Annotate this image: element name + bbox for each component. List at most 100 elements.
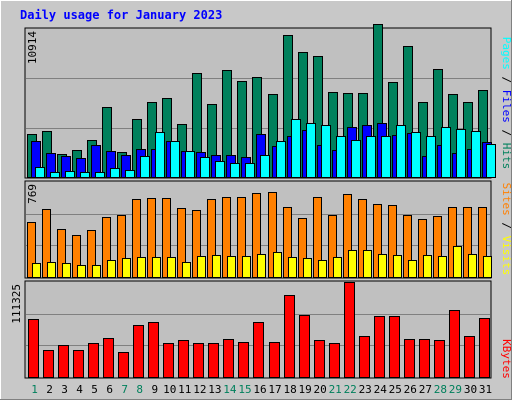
bar-sites-day-2 [47,262,56,278]
bar-visits-day-22 [343,194,352,278]
bar-sites-day-1 [32,263,41,278]
legend-kbytes: KBytes [500,339,512,379]
bar-kbytes-day-25 [389,316,400,378]
bar-sites-day-22 [348,250,357,278]
legend-files: Files [500,90,512,123]
bar-visits-day-13 [207,199,216,278]
day-label-30: 30 [464,383,477,396]
bar-kbytes-day-13 [208,343,219,378]
bar-visits-day-18 [283,207,292,278]
bar-pages-day-11 [185,151,195,178]
hits-files-pages-panel: 10914 Pages / Files / Hits [24,24,512,179]
bar-pages-day-9 [155,132,165,178]
bar-pages-day-15 [245,163,255,178]
legend-sites: Sites [500,183,512,216]
bar-sites-day-11 [182,262,191,278]
day-label-26: 26 [404,383,417,396]
bar-pages-day-26 [411,132,421,178]
legend-separator: / [500,216,512,236]
day-label-18: 18 [283,383,296,396]
bar-sites-day-25 [393,255,402,278]
panel-2-legend: Sites / Visits [500,183,512,276]
bar-kbytes-day-8 [133,325,144,378]
bar-visits-day-14 [222,197,231,278]
day-label-1: 1 [31,383,38,396]
bar-visits-day-24 [373,204,382,278]
bar-kbytes-day-14 [223,339,234,378]
visits-sites-panel: 769 Sites / Visits [24,180,512,279]
legend-separator: / [500,70,512,90]
bar-kbytes-day-9 [148,322,159,378]
bar-kbytes-day-26 [404,339,415,378]
bar-pages-day-14 [230,163,240,178]
bar-kbytes-day-24 [374,316,385,378]
day-label-8: 8 [136,383,143,396]
bar-sites-day-30 [468,254,477,278]
day-label-11: 11 [178,383,191,396]
bar-visits-day-2 [42,209,51,278]
day-label-28: 28 [434,383,447,396]
day-label-27: 27 [419,383,432,396]
panel-1-bars [27,24,496,178]
bar-kbytes-day-31 [479,318,490,378]
day-label-16: 16 [253,383,266,396]
bar-pages-day-24 [381,136,391,178]
bar-sites-day-17 [273,252,282,278]
bar-kbytes-day-17 [269,342,280,378]
bar-visits-day-9 [147,198,156,278]
day-label-13: 13 [208,383,221,396]
bar-kbytes-day-7 [118,352,129,378]
day-label-4: 4 [76,383,83,396]
day-label-3: 3 [61,383,68,396]
bar-kbytes-day-18 [284,295,295,378]
bar-pages-day-30 [471,131,481,178]
bar-pages-day-12 [200,157,210,178]
bar-kbytes-day-22 [344,282,355,378]
bar-pages-day-25 [396,125,406,178]
bar-visits-day-16 [252,193,261,278]
day-label-10: 10 [163,383,176,396]
bar-pages-day-3 [65,171,75,178]
bar-visits-day-29 [448,207,457,278]
bar-kbytes-day-20 [314,340,325,378]
bar-kbytes-day-30 [464,336,475,378]
bar-pages-day-1 [35,167,45,178]
bar-sites-day-18 [288,257,297,278]
bar-kbytes-day-23 [359,336,370,378]
bar-visits-day-11 [177,208,186,278]
day-label-12: 12 [193,383,206,396]
bar-pages-day-23 [366,136,376,178]
panel-1-legend: Pages / Files / Hits [500,37,512,170]
bar-sites-day-10 [167,257,176,278]
panel-3-bars [28,282,490,378]
bar-visits-day-31 [478,207,487,278]
bar-sites-day-29 [453,246,462,278]
bar-visits-day-20 [313,197,322,278]
panel-2-bars [27,192,492,278]
day-label-20: 20 [313,383,326,396]
bar-kbytes-day-16 [253,322,264,378]
bar-sites-day-14 [227,256,236,278]
legend-hits: Hits [500,143,512,170]
bar-pages-day-18 [291,119,301,178]
bar-visits-day-3 [57,229,66,278]
bar-sites-day-9 [152,257,161,278]
panel-3-legend: KBytes [500,339,512,379]
bar-pages-day-27 [426,136,436,178]
bar-visits-day-23 [358,199,367,278]
bar-kbytes-day-27 [419,339,430,378]
bar-pages-day-8 [140,156,150,178]
bar-sites-day-15 [242,256,251,278]
bar-sites-day-19 [303,258,312,278]
day-label-5: 5 [91,383,98,396]
bar-kbytes-day-28 [434,340,445,378]
bar-pages-day-31 [486,144,496,178]
bar-pages-day-22 [351,140,361,178]
bar-kbytes-day-10 [163,343,174,378]
day-label-7: 7 [121,383,128,396]
bar-sites-day-27 [423,255,432,278]
bar-sites-day-4 [77,265,86,278]
bar-visits-day-12 [192,210,201,278]
bar-visits-day-1 [27,222,36,278]
